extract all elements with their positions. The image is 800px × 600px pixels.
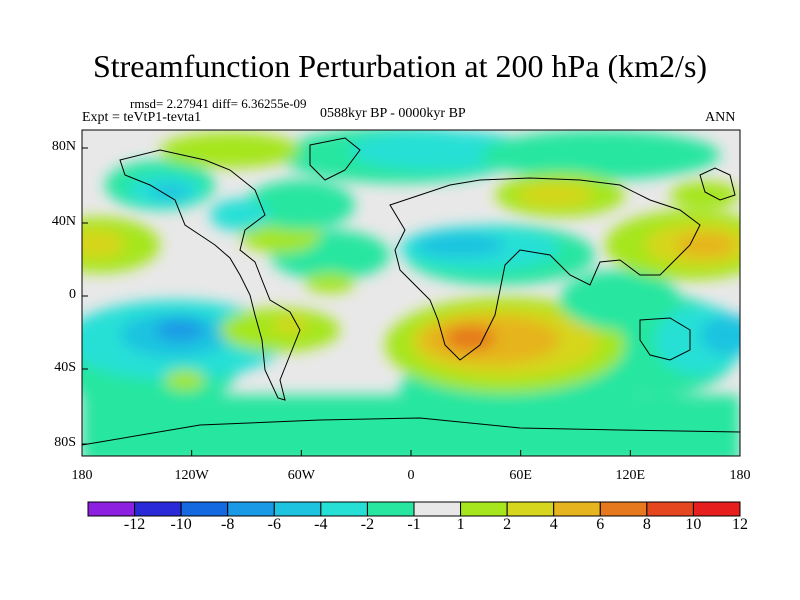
colorbar-label: 8 (642, 516, 651, 533)
y-tick-label: 40S (54, 360, 76, 375)
x-tick-label: 180 (729, 468, 751, 483)
colorbar-swatch (227, 501, 275, 517)
colorbar-swatch (273, 501, 322, 517)
x-tick-label: 180 (71, 468, 93, 483)
period-line: 0588kyr BP - 0000kyr BP (320, 106, 466, 121)
colorbar-label: 1 (456, 516, 465, 533)
colorbar-swatch (460, 501, 508, 517)
contour-field (82, 130, 740, 456)
colorbar-label: 4 (549, 516, 558, 533)
colorbar-swatch (134, 501, 182, 517)
x-tick-label: 60W (287, 468, 315, 483)
x-tick-label: 60E (509, 468, 532, 483)
colorbar-swatch (506, 501, 555, 517)
colorbar-swatch (366, 501, 415, 517)
y-tick-label: 80N (51, 139, 76, 154)
coastlines (82, 137, 740, 446)
colorbar-swatch (87, 501, 136, 517)
x-tick-label: 120W (174, 468, 209, 483)
x-tick-label: 120E (615, 468, 646, 483)
y-tick-label: 0 (69, 287, 76, 302)
colorbar-swatch (599, 501, 648, 517)
colorbar-label: 12 (732, 516, 748, 533)
colorbar-label: -4 (314, 516, 328, 533)
x-tick-label: 0 (407, 468, 415, 483)
chart-title: Streamfunction Perturbation at 200 hPa (… (92, 48, 708, 84)
y-tick-label: 80S (54, 435, 76, 450)
expt-line: Expt = teVtP1-tevta1 (82, 110, 202, 125)
season-label: ANN (705, 110, 736, 125)
colorbar-swatch (320, 501, 368, 517)
colorbar-label: -8 (221, 516, 235, 533)
colorbar-swatch (413, 501, 462, 517)
axis-ticks (81, 147, 741, 456)
colorbar-label: -12 (123, 516, 146, 533)
colorbar-swatch (692, 501, 741, 517)
colorbar-swatch (646, 501, 694, 517)
colorbar-label: 2 (503, 516, 512, 533)
colorbar-label: -6 (267, 516, 281, 533)
colorbar-label: -1 (407, 516, 421, 533)
colorbar-swatch (553, 501, 601, 517)
colorbar-label: 10 (685, 516, 702, 533)
colorbar-label: -2 (360, 516, 375, 533)
y-tick-label: 40N (51, 214, 76, 229)
stats-line: rmsd= 2.27941 diff= 6.36255e-09 (130, 96, 307, 111)
colorbar-label: 6 (596, 516, 605, 533)
colorbar-swatch (180, 501, 229, 517)
colorbar (87, 501, 741, 517)
colorbar-label: -10 (170, 516, 192, 533)
